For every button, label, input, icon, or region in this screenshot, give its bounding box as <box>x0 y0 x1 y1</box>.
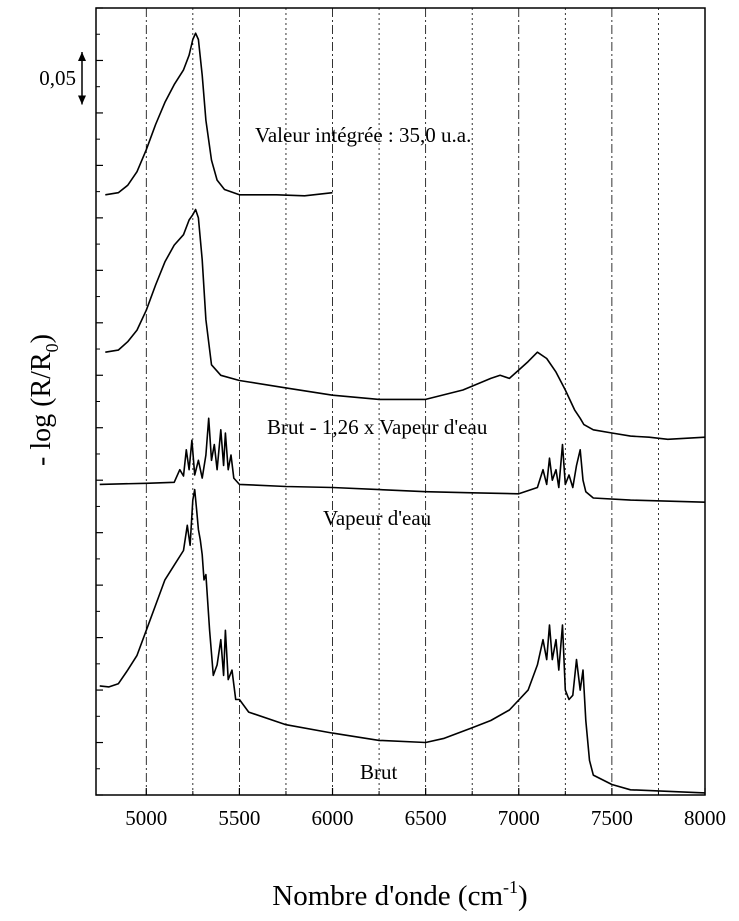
scale-bar-label: 0,05 <box>39 66 76 90</box>
plot-frame <box>95 7 706 796</box>
series-label: Brut <box>360 760 398 784</box>
y-label-end: ) <box>26 334 57 343</box>
x-label-sup: -1 <box>503 877 518 897</box>
x-axis-label: Nombre d'onde (cm-1) <box>272 877 527 912</box>
series-label: Brut - 1,26 x Vapeur d'eau <box>267 415 488 439</box>
spectrum-line <box>99 488 706 794</box>
y-axis-label: - log (R/R0) <box>26 334 62 466</box>
scale-arrow-up <box>78 52 86 61</box>
spectrum-line <box>105 32 333 197</box>
x-tick-label: 5500 <box>218 806 260 830</box>
y-label-sub: 0 <box>42 343 62 352</box>
spectrum-line <box>99 417 706 503</box>
x-label-text: Nombre d'onde (cm <box>272 880 503 912</box>
x-tick-label: 7500 <box>591 806 633 830</box>
x-tick-label: 6500 <box>405 806 447 830</box>
spectrum-line <box>105 208 706 441</box>
x-tick-label: 5000 <box>125 806 167 830</box>
x-tick-label: 7000 <box>498 806 540 830</box>
x-tick-label: 6000 <box>312 806 354 830</box>
series-label: Vapeur d'eau <box>323 506 432 530</box>
y-label-text: - log (R/R <box>26 352 57 466</box>
scale-arrow-down <box>78 95 86 105</box>
x-label-end: ) <box>518 880 528 912</box>
annotation: Valeur intégrée : 35,0 u.a. <box>255 123 471 147</box>
x-tick-label: 8000 <box>684 806 726 830</box>
